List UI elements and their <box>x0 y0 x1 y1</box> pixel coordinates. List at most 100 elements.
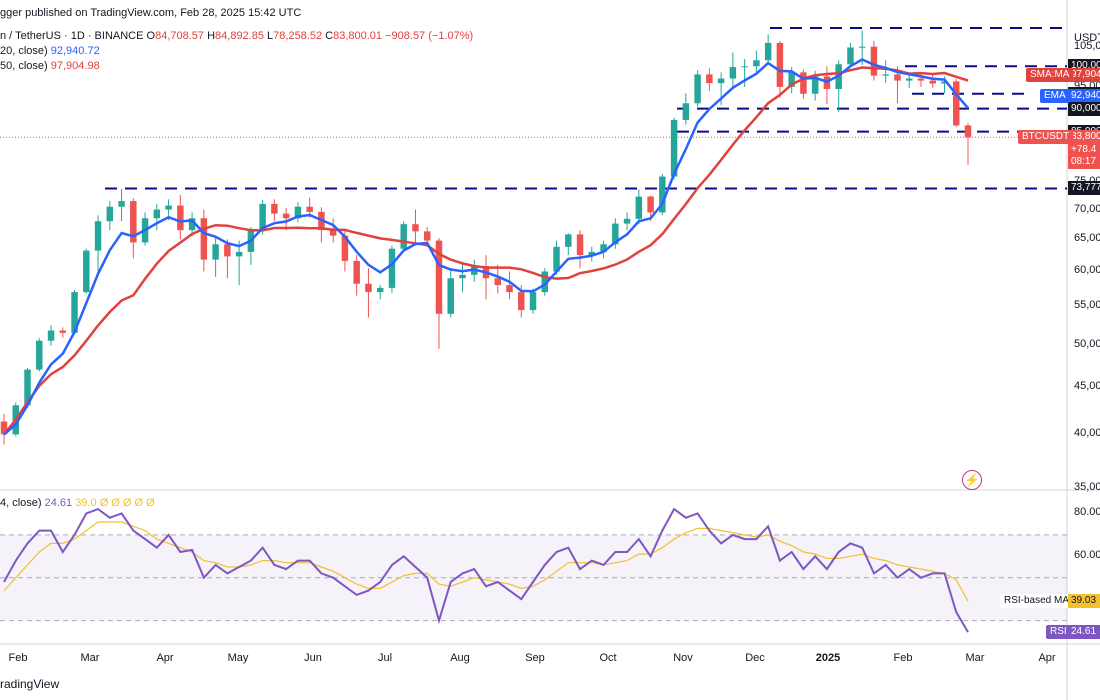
candle-body <box>353 260 360 284</box>
candle-body <box>118 201 125 207</box>
candle-body <box>24 369 31 406</box>
candle-body <box>612 223 619 245</box>
candle-body <box>224 244 231 257</box>
published-line: gger published on TradingView.com, Feb 2… <box>0 7 302 19</box>
candle-body <box>800 72 807 94</box>
rsi-tick-label: 60.00 <box>1074 549 1100 562</box>
candle-body <box>423 231 431 241</box>
candle-body <box>259 203 266 231</box>
candle-body <box>717 78 725 84</box>
price-tick-label: 50,000 <box>1074 337 1100 350</box>
month-label: Sep <box>525 652 545 664</box>
candle-body <box>741 66 748 68</box>
sma-legend[interactable]: 50, close) 97,904.98 <box>0 60 100 72</box>
close-label: C <box>325 30 334 42</box>
month-label: May <box>227 652 249 664</box>
candle-body <box>600 244 607 252</box>
candle-body <box>953 81 960 126</box>
candle-body <box>388 248 396 288</box>
price-tag-l73: 73,777 <box>1068 181 1100 196</box>
candle-body <box>294 206 302 219</box>
month-label: Apr <box>1038 652 1056 664</box>
btc-pill: BTCUSDT <box>1018 130 1074 145</box>
price-tick-label: 40,000 <box>1074 427 1100 440</box>
month-label: Aug <box>450 652 470 664</box>
candle-body <box>153 209 161 219</box>
candle-body <box>271 203 278 214</box>
candle-body <box>694 74 701 104</box>
candle-body <box>282 213 290 219</box>
rsi-tag: 24.61 <box>1068 625 1100 640</box>
candle-body <box>36 340 43 370</box>
high-label: H <box>207 30 216 42</box>
price-tick-label: 70,000 <box>1074 202 1100 215</box>
candle-body <box>964 125 972 138</box>
sma-legend-label: 50, close) <box>0 60 48 72</box>
month-label: Oct <box>599 652 617 664</box>
price-axis-unit: USDT <box>1074 32 1100 44</box>
candle-body <box>576 234 584 256</box>
symbol-line: n / TetherUS · 1D · BINANCE <box>0 30 144 42</box>
price-tick-label: 35,000 <box>1074 481 1100 493</box>
candle-body <box>847 47 854 65</box>
month-label: Feb <box>893 652 913 664</box>
ema-legend-label: 20, close) <box>0 45 48 57</box>
candle-body <box>588 251 596 256</box>
price-tick-label: 105,000 <box>1074 39 1100 52</box>
month-label: Mar <box>80 652 100 664</box>
candle-body <box>553 246 560 272</box>
candle-body <box>518 292 525 311</box>
month-label: Jul <box>377 652 393 664</box>
month-label: Nov <box>673 652 693 664</box>
month-label: Feb <box>8 652 28 664</box>
tradingview-watermark: radingView <box>0 677 60 691</box>
candle-body <box>905 78 913 81</box>
ema-legend[interactable]: 20, close) 92,940.72 <box>0 45 100 57</box>
close-value: 83,800.01 <box>333 30 383 42</box>
high-value: 84,892.85 <box>215 30 264 42</box>
candle-body <box>106 206 114 222</box>
candle-body <box>917 78 925 81</box>
candle-body <box>212 244 219 260</box>
rsi-legend-value: 24.61 <box>44 497 73 509</box>
candle-body <box>376 287 384 293</box>
low-label: L <box>267 30 274 42</box>
candle-body <box>894 74 901 81</box>
candle-body <box>635 196 643 219</box>
open-value: 84,708.57 <box>155 30 205 42</box>
price-tag-ema: 92,940 <box>1068 88 1100 103</box>
candle-body <box>447 278 454 314</box>
candle-body <box>177 205 184 231</box>
price-tag-sma: 97,904 <box>1068 67 1100 82</box>
candle-body <box>706 74 713 84</box>
sma-pill: SMA:MA <box>1026 67 1074 82</box>
month-label: Mar <box>965 652 985 664</box>
price-tag-btc-timer: 08:17 <box>1068 155 1100 170</box>
rsi-legend[interactable]: 4, close) 24.61 39.0 Ø Ø Ø Ø Ø <box>0 497 155 509</box>
candle-body <box>858 46 866 48</box>
sma-legend-value: 97,904.98 <box>50 60 100 72</box>
month-label: Dec <box>745 652 765 664</box>
price-tick-label: 65,000 <box>1074 232 1100 245</box>
month-label: Apr <box>156 652 174 664</box>
price-tag-btc: 83,800 <box>1068 130 1100 145</box>
candle-body <box>0 421 8 435</box>
month-label: Jun <box>304 652 322 664</box>
change-value: −908.57 (−1.07%) <box>385 30 474 42</box>
rsi-tick-label: 80.00 <box>1074 506 1100 519</box>
sma-line <box>3 66 969 436</box>
ohlc-line: n / TetherUS · 1D · BINANCE O84,708.57 H… <box>0 30 473 42</box>
candle-body <box>341 235 349 261</box>
price-tick-label: 55,000 <box>1074 299 1100 312</box>
candle-body <box>682 103 690 120</box>
bolt-icon[interactable]: ⚡ <box>962 470 982 490</box>
candle-body <box>929 80 936 84</box>
price-tick-label: 45,000 <box>1074 380 1100 393</box>
month-label: 2025 <box>815 652 841 664</box>
candle-body <box>529 292 537 311</box>
candle-body <box>400 224 407 249</box>
candle-body <box>565 234 572 247</box>
candle-body <box>235 251 243 257</box>
candle-body <box>494 278 501 286</box>
